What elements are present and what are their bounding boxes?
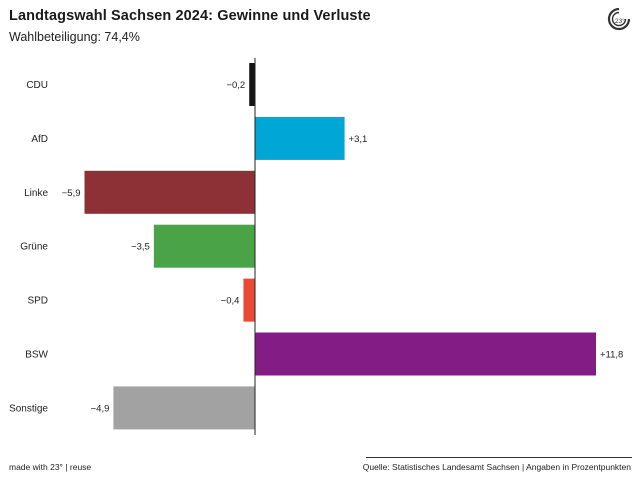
category-label: Sonstige [9,403,48,414]
value-label: +11,8 [600,350,623,361]
bar-cdu[interactable] [249,63,255,106]
value-label: +3,1 [349,134,368,145]
category-label: AfD [31,134,48,145]
bar-gr-ne[interactable] [153,224,255,268]
footer-divider [366,457,632,458]
value-label: −4,9 [91,403,110,414]
bar-linke[interactable] [84,170,256,214]
logo-text: 23° [615,17,625,25]
bar-sonstige[interactable] [113,386,255,430]
footer-source: Quelle: Statistisches Landesamt Sachsen … [362,462,631,472]
footer-credit[interactable]: made with 23° | reuse [9,462,92,472]
value-label: −0,2 [226,80,245,91]
category-label: Grüne [20,242,48,253]
bar-bsw[interactable] [255,332,596,376]
bar-spd[interactable] [243,278,255,322]
chart-title: Landtagswahl Sachsen 2024: Gewinne und V… [9,8,371,24]
category-label: BSW [25,350,48,361]
chart-subtitle: Wahlbeteiligung: 74,4% [9,30,140,44]
value-label: −3,5 [131,242,150,253]
value-label: −0,4 [221,296,240,307]
bar-afd[interactable] [255,116,345,160]
category-label: CDU [26,80,48,91]
value-label: −5,9 [62,188,81,199]
category-label: Linke [24,188,48,199]
category-label: SPD [27,296,48,307]
23-degrees-logo-icon[interactable]: 23° [606,6,632,32]
